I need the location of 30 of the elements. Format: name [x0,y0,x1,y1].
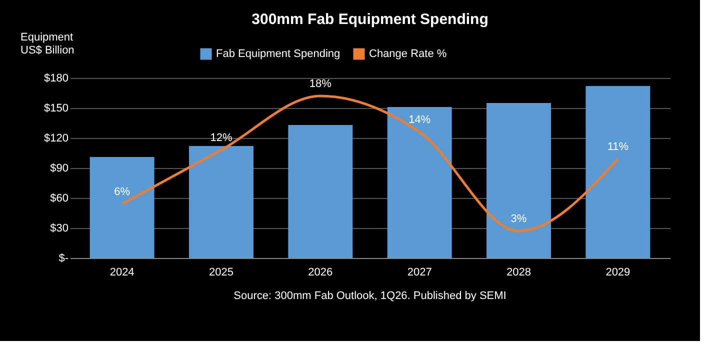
x-tick-label: 2024 [110,266,134,278]
source-note: Source: 300mm Fab Outlook, 1Q26. Published by SEMI [234,290,506,302]
y-tick-label: $- [58,252,69,264]
x-tick-label: 2026 [308,266,333,278]
x-tick-label: 2027 [407,266,432,278]
bar [586,86,650,258]
y-tick-label: $30 [50,222,68,234]
x-tick-label: 2025 [208,266,234,278]
bar [486,103,551,258]
y-tick-label: $60 [50,192,68,204]
x-tick-label: 2028 [506,266,532,278]
y-tick-label: $180 [44,72,68,84]
legend-label: Change Rate % [369,48,447,60]
data-label: 18% [309,78,332,90]
data-label: 6% [114,186,130,198]
legend-label: Fab Equipment Spending [216,48,340,60]
bar [288,125,353,258]
x-tick-label: 2029 [606,266,630,278]
bar [387,107,452,258]
y-axis-title: Equipment US$ Billion [20,32,74,56]
chart-title: 300mm Fab Equipment Spending [252,11,488,28]
y-tick-label: $150 [44,102,68,114]
y-tick-label: $120 [44,132,68,144]
data-label: 3% [510,213,527,225]
y-tick-label: $90 [50,162,68,174]
data-label: 12% [210,132,232,144]
data-label: 11% [607,141,629,153]
bar [189,146,254,258]
data-label: 14% [408,114,431,126]
bar [90,157,154,258]
